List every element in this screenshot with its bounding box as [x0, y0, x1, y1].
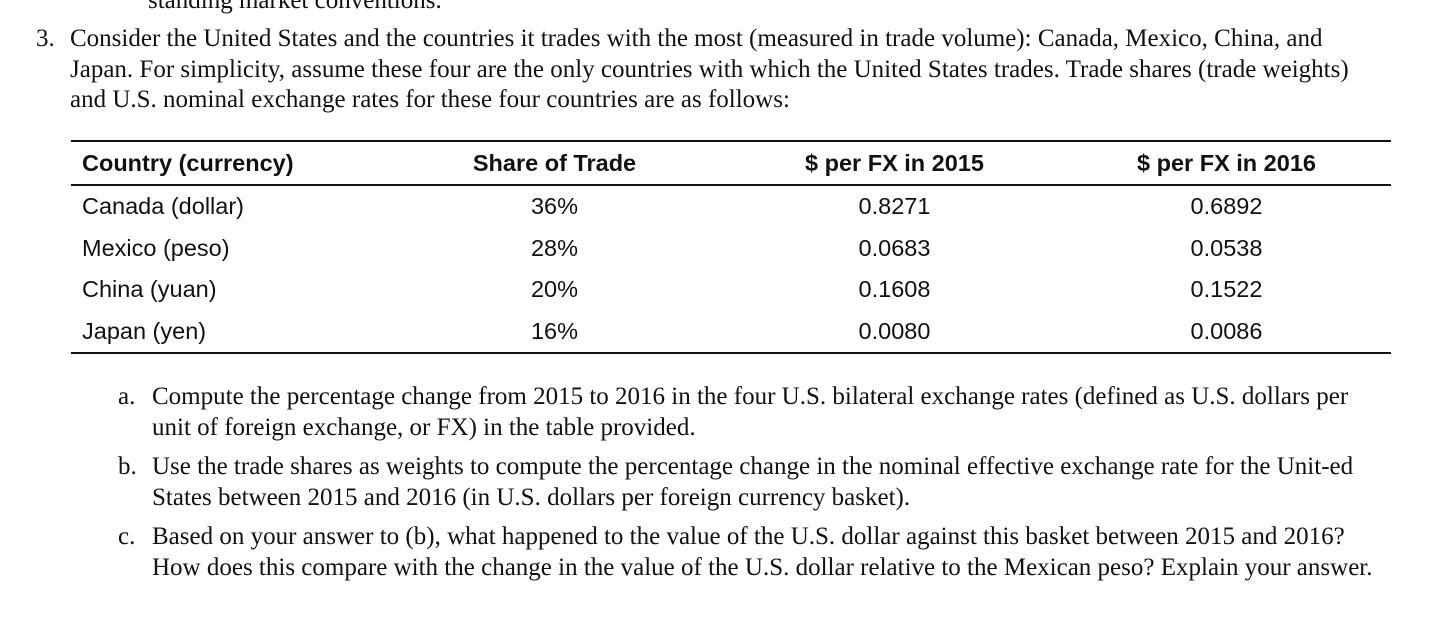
cell-share: 20% [530, 276, 579, 303]
cell-share: 16% [382, 310, 727, 354]
problem-number: 3. [36, 25, 55, 52]
question-letter: c. [118, 523, 136, 550]
cell-share: 36% [530, 193, 579, 220]
cell-country: Japan (yen) [71, 310, 382, 354]
question-letter: b. [118, 453, 137, 480]
cell-country: Canada (dollar) [82, 193, 244, 220]
table-row: Mexico (peso) 28% 0.0683 0.0538 [71, 228, 1391, 270]
cell-fx-2015: 0.0683 [858, 234, 931, 261]
question-text: Use the trade shares as weights to compu… [152, 453, 1354, 511]
question-text: Compute the percentage change from 2015 … [152, 383, 1349, 441]
cell-share: 28% [530, 234, 579, 261]
header-fx-2016: $ per FX in 2016 [1062, 140, 1391, 186]
cell-fx-2015: 0.1608 [858, 276, 931, 303]
header-fx-2015: $ per FX in 2015 [727, 140, 1062, 186]
cell-fx-2016: 0.1522 [1190, 276, 1263, 303]
cell-fx-2016: 0.0086 [1062, 310, 1391, 354]
question-text: Based on your answer to (b), what happen… [152, 523, 1373, 581]
cut-off-previous-text: standing market conventions. [148, 0, 442, 14]
table-row: China (yuan) 20% 0.1608 0.1522 [71, 269, 1391, 311]
header-share: Share of Trade [382, 140, 727, 186]
cell-fx-2015: 0.8271 [858, 193, 931, 220]
cell-fx-2016: 0.6892 [1190, 193, 1263, 220]
table-row: Canada (dollar) 36% 0.8271 0.6892 [71, 185, 1391, 228]
problem-statement: Consider the United States and the count… [70, 25, 1349, 113]
question-letter: a. [118, 383, 136, 410]
cell-fx-2015: 0.0080 [727, 310, 1062, 354]
cell-country: Mexico (peso) [82, 234, 230, 261]
cell-country: China (yuan) [82, 276, 217, 303]
exchange-rate-table: Country (currency) Share of Trade $ per … [71, 140, 1391, 354]
table-row: Japan (yen) 16% 0.0080 0.0086 [71, 310, 1391, 354]
header-country: Country (currency) [71, 140, 382, 186]
cell-fx-2016: 0.0538 [1190, 234, 1263, 261]
table-header-row: Country (currency) Share of Trade $ per … [71, 140, 1391, 186]
